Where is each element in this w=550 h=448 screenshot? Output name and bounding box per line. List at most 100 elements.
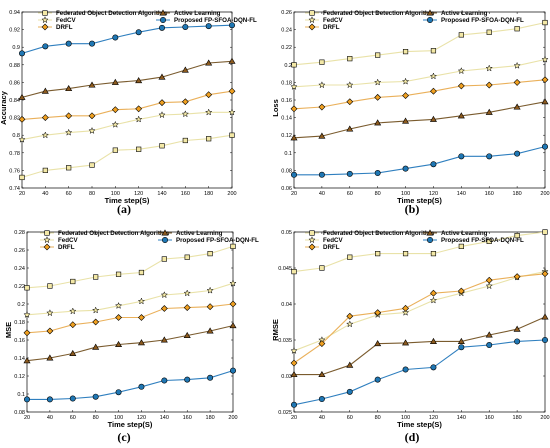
y-tick-label: 0.18 <box>14 320 25 326</box>
series-diamond <box>290 76 549 113</box>
data-point <box>429 115 437 122</box>
y-tick-label: 0.16 <box>281 98 292 104</box>
x-tick-label: 140 <box>457 191 466 197</box>
legend-swatch-marker <box>43 243 51 251</box>
series-line <box>293 58 546 88</box>
panel-label: (d) <box>405 430 420 444</box>
series-line <box>21 134 233 178</box>
y-tick-label: 0.94 <box>9 10 20 16</box>
legend-swatch-marker <box>309 230 315 236</box>
data-point <box>89 162 95 168</box>
data-point <box>513 78 521 86</box>
plot-area-frame <box>21 11 233 189</box>
series-line <box>293 101 546 139</box>
data-point <box>402 339 410 346</box>
x-tick-label: 60 <box>66 191 72 197</box>
series-square <box>19 132 235 181</box>
data-point <box>542 19 548 26</box>
x-axis-title: Time step(S) <box>105 196 150 205</box>
legend-swatch-marker <box>308 236 316 244</box>
series-diamond <box>290 270 549 367</box>
data-point <box>115 389 122 396</box>
series-star <box>290 55 549 90</box>
x-tick-label: 200 <box>228 415 237 421</box>
x-tick-label: 20 <box>19 191 25 197</box>
data-point <box>158 99 166 107</box>
data-point <box>458 243 464 250</box>
data-point <box>374 119 382 126</box>
x-tick-label: 80 <box>375 191 381 197</box>
data-point <box>65 40 72 47</box>
x-tick-label: 40 <box>319 415 325 421</box>
data-point <box>346 81 354 89</box>
data-point <box>513 61 521 69</box>
x-tick-label: 80 <box>375 415 381 421</box>
data-point <box>111 106 119 114</box>
legend: Federated Object Detection Algorithm Acti… <box>38 9 257 31</box>
data-point <box>346 388 353 395</box>
data-point <box>42 43 49 50</box>
data-point <box>514 233 520 239</box>
data-point <box>206 136 212 142</box>
legend-swatch-marker <box>41 23 49 31</box>
chart-panel-4: 20 40 60 80 100 120 140 160 180 200 0.025 0.03 0.035… <box>271 229 550 444</box>
series-line <box>21 90 233 120</box>
data-point <box>318 396 325 403</box>
data-point <box>402 48 409 55</box>
y-tick-label: 0.74 <box>9 186 20 192</box>
data-point <box>485 64 493 72</box>
data-point <box>374 170 381 177</box>
data-point <box>137 339 145 346</box>
data-point <box>346 312 354 320</box>
data-point <box>160 291 169 299</box>
data-point <box>375 251 381 257</box>
y-axis-title: Accuracy <box>0 90 8 125</box>
data-point <box>319 59 325 65</box>
x-tick-label: 140 <box>160 415 169 421</box>
legend-swatch-marker <box>426 16 433 23</box>
legend-label: Proposed FP-SFOA-DQN-FL <box>174 17 257 24</box>
data-point <box>159 143 165 149</box>
legend-swatch-marker <box>161 229 169 236</box>
data-point <box>402 165 409 172</box>
x-tick-label: 160 <box>485 191 494 197</box>
legend-label: Federated Object Detection Algorithm <box>323 230 435 237</box>
y-tick-label: 0.26 <box>14 248 25 254</box>
data-point <box>229 132 235 138</box>
data-point <box>158 111 166 119</box>
data-point <box>374 376 381 383</box>
data-point <box>42 167 48 174</box>
legend-label: FedCV <box>323 237 343 244</box>
data-point <box>112 147 118 153</box>
data-point <box>347 56 353 62</box>
data-point <box>541 336 548 343</box>
data-point <box>347 254 353 260</box>
series-line <box>27 370 234 400</box>
y-tick-label: 0.28 <box>14 230 25 236</box>
legend-swatch-marker <box>43 236 51 244</box>
y-tick-label: 0.08 <box>281 168 292 174</box>
y-tick-label: 0.045 <box>278 266 292 272</box>
x-tick-label: 140 <box>457 415 466 421</box>
data-point <box>541 270 549 278</box>
legend-label: DRFL <box>323 244 340 251</box>
panel-label: (a) <box>117 202 131 216</box>
y-tick-label: 0.24 <box>281 28 292 34</box>
data-point <box>318 340 326 348</box>
data-point <box>160 305 168 312</box>
data-point <box>23 310 31 318</box>
data-point <box>65 84 73 92</box>
plot-area-frame <box>293 231 546 413</box>
data-point <box>136 146 142 152</box>
data-point <box>346 320 354 328</box>
data-point <box>290 359 298 367</box>
data-point <box>182 23 189 30</box>
data-point <box>19 174 25 181</box>
y-axis-title: MSE <box>4 322 13 338</box>
legend-label: Proposed FP-SFOA-DQN-FL <box>441 237 524 244</box>
x-tick-label: 120 <box>134 191 143 197</box>
data-point <box>205 59 213 66</box>
series-square <box>24 243 236 291</box>
legend-swatch-marker <box>159 9 167 16</box>
data-point <box>513 273 521 281</box>
